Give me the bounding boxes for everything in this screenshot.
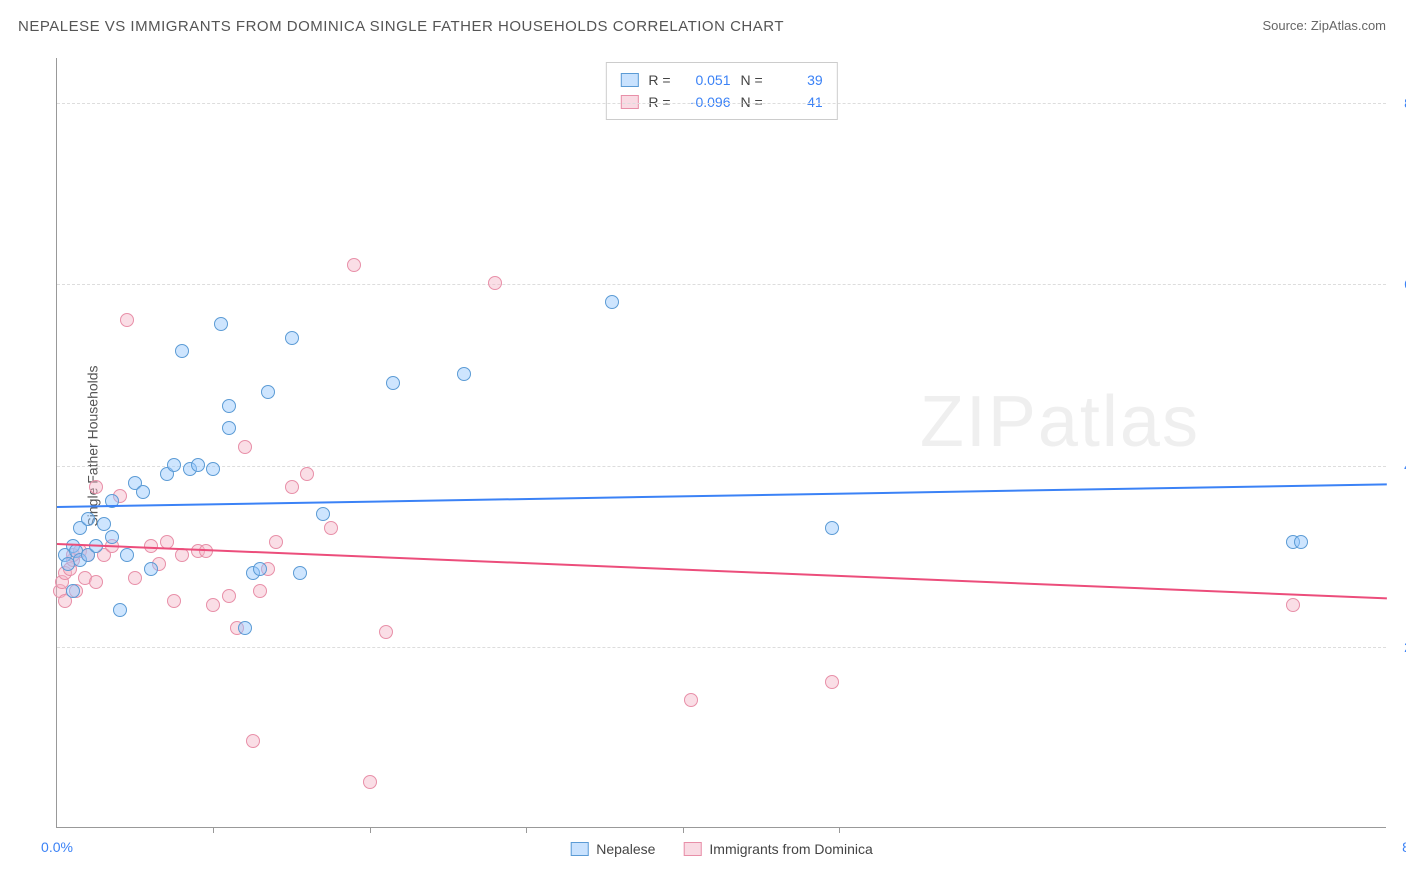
n-value-a: 39: [773, 69, 823, 91]
data-point: [488, 276, 502, 290]
swatch-b-icon: [620, 95, 638, 109]
data-point: [347, 258, 361, 272]
plot-area: ZIPatlas R = 0.051 N = 39 R = -0.096 N =…: [56, 58, 1386, 828]
xtick-label-right: 8.0%: [1402, 839, 1406, 855]
data-point: [316, 507, 330, 521]
data-point: [253, 562, 267, 576]
data-point: [144, 562, 158, 576]
gridline-h: [57, 466, 1386, 467]
data-point: [222, 399, 236, 413]
data-point: [246, 734, 260, 748]
legend-label-a: Nepalese: [596, 841, 655, 857]
data-point: [167, 594, 181, 608]
data-point: [238, 621, 252, 635]
r-value-b: -0.096: [681, 91, 731, 113]
data-point: [175, 344, 189, 358]
data-point: [238, 440, 252, 454]
data-point: [66, 584, 80, 598]
legend-swatch-b-icon: [683, 842, 701, 856]
data-point: [81, 512, 95, 526]
r-label: R =: [648, 69, 670, 91]
xtick-mark: [683, 827, 684, 833]
chart-container: NEPALESE VS IMMIGRANTS FROM DOMINICA SIN…: [0, 0, 1406, 892]
stats-row-b: R = -0.096 N = 41: [620, 91, 822, 113]
xtick-mark: [370, 827, 371, 833]
source-label: Source: ZipAtlas.com: [1262, 18, 1386, 33]
legend-swatch-a-icon: [570, 842, 588, 856]
trend-line: [57, 484, 1387, 509]
data-point: [363, 775, 377, 789]
data-point: [136, 485, 150, 499]
gridline-h: [57, 103, 1386, 104]
legend-item-b: Immigrants from Dominica: [683, 841, 872, 857]
data-point: [825, 521, 839, 535]
n-value-b: 41: [773, 91, 823, 113]
legend-label-b: Immigrants from Dominica: [709, 841, 872, 857]
data-point: [261, 385, 275, 399]
data-point: [379, 625, 393, 639]
data-point: [300, 467, 314, 481]
r-label-b: R =: [648, 91, 670, 113]
r-value-a: 0.051: [681, 69, 731, 91]
data-point: [206, 598, 220, 612]
data-point: [222, 421, 236, 435]
xtick-mark: [839, 827, 840, 833]
xtick-mark: [213, 827, 214, 833]
data-point: [113, 603, 127, 617]
data-point: [167, 458, 181, 472]
data-point: [285, 331, 299, 345]
data-point: [89, 480, 103, 494]
data-point: [120, 313, 134, 327]
data-point: [253, 584, 267, 598]
data-point: [97, 517, 111, 531]
data-point: [825, 675, 839, 689]
chart-title: NEPALESE VS IMMIGRANTS FROM DOMINICA SIN…: [18, 18, 784, 35]
data-point: [269, 535, 283, 549]
data-point: [191, 458, 205, 472]
data-point: [293, 566, 307, 580]
stats-box: R = 0.051 N = 39 R = -0.096 N = 41: [605, 62, 837, 120]
data-point: [285, 480, 299, 494]
data-point: [1286, 598, 1300, 612]
data-point: [206, 462, 220, 476]
data-point: [386, 376, 400, 390]
data-point: [457, 367, 471, 381]
n-label: N =: [741, 69, 763, 91]
data-point: [1294, 535, 1308, 549]
gridline-h: [57, 284, 1386, 285]
data-point: [120, 548, 134, 562]
data-point: [222, 589, 236, 603]
data-point: [214, 317, 228, 331]
watermark: ZIPatlas: [920, 381, 1200, 463]
data-point: [605, 295, 619, 309]
stats-row-a: R = 0.051 N = 39: [620, 69, 822, 91]
data-point: [324, 521, 338, 535]
swatch-a-icon: [620, 73, 638, 87]
legend-item-a: Nepalese: [570, 841, 655, 857]
xtick-mark: [526, 827, 527, 833]
data-point: [105, 530, 119, 544]
data-point: [128, 571, 142, 585]
data-point: [89, 575, 103, 589]
xtick-label-left: 0.0%: [41, 839, 73, 855]
bottom-legend: Nepalese Immigrants from Dominica: [570, 841, 873, 857]
n-label-b: N =: [741, 91, 763, 113]
data-point: [684, 693, 698, 707]
gridline-h: [57, 647, 1386, 648]
